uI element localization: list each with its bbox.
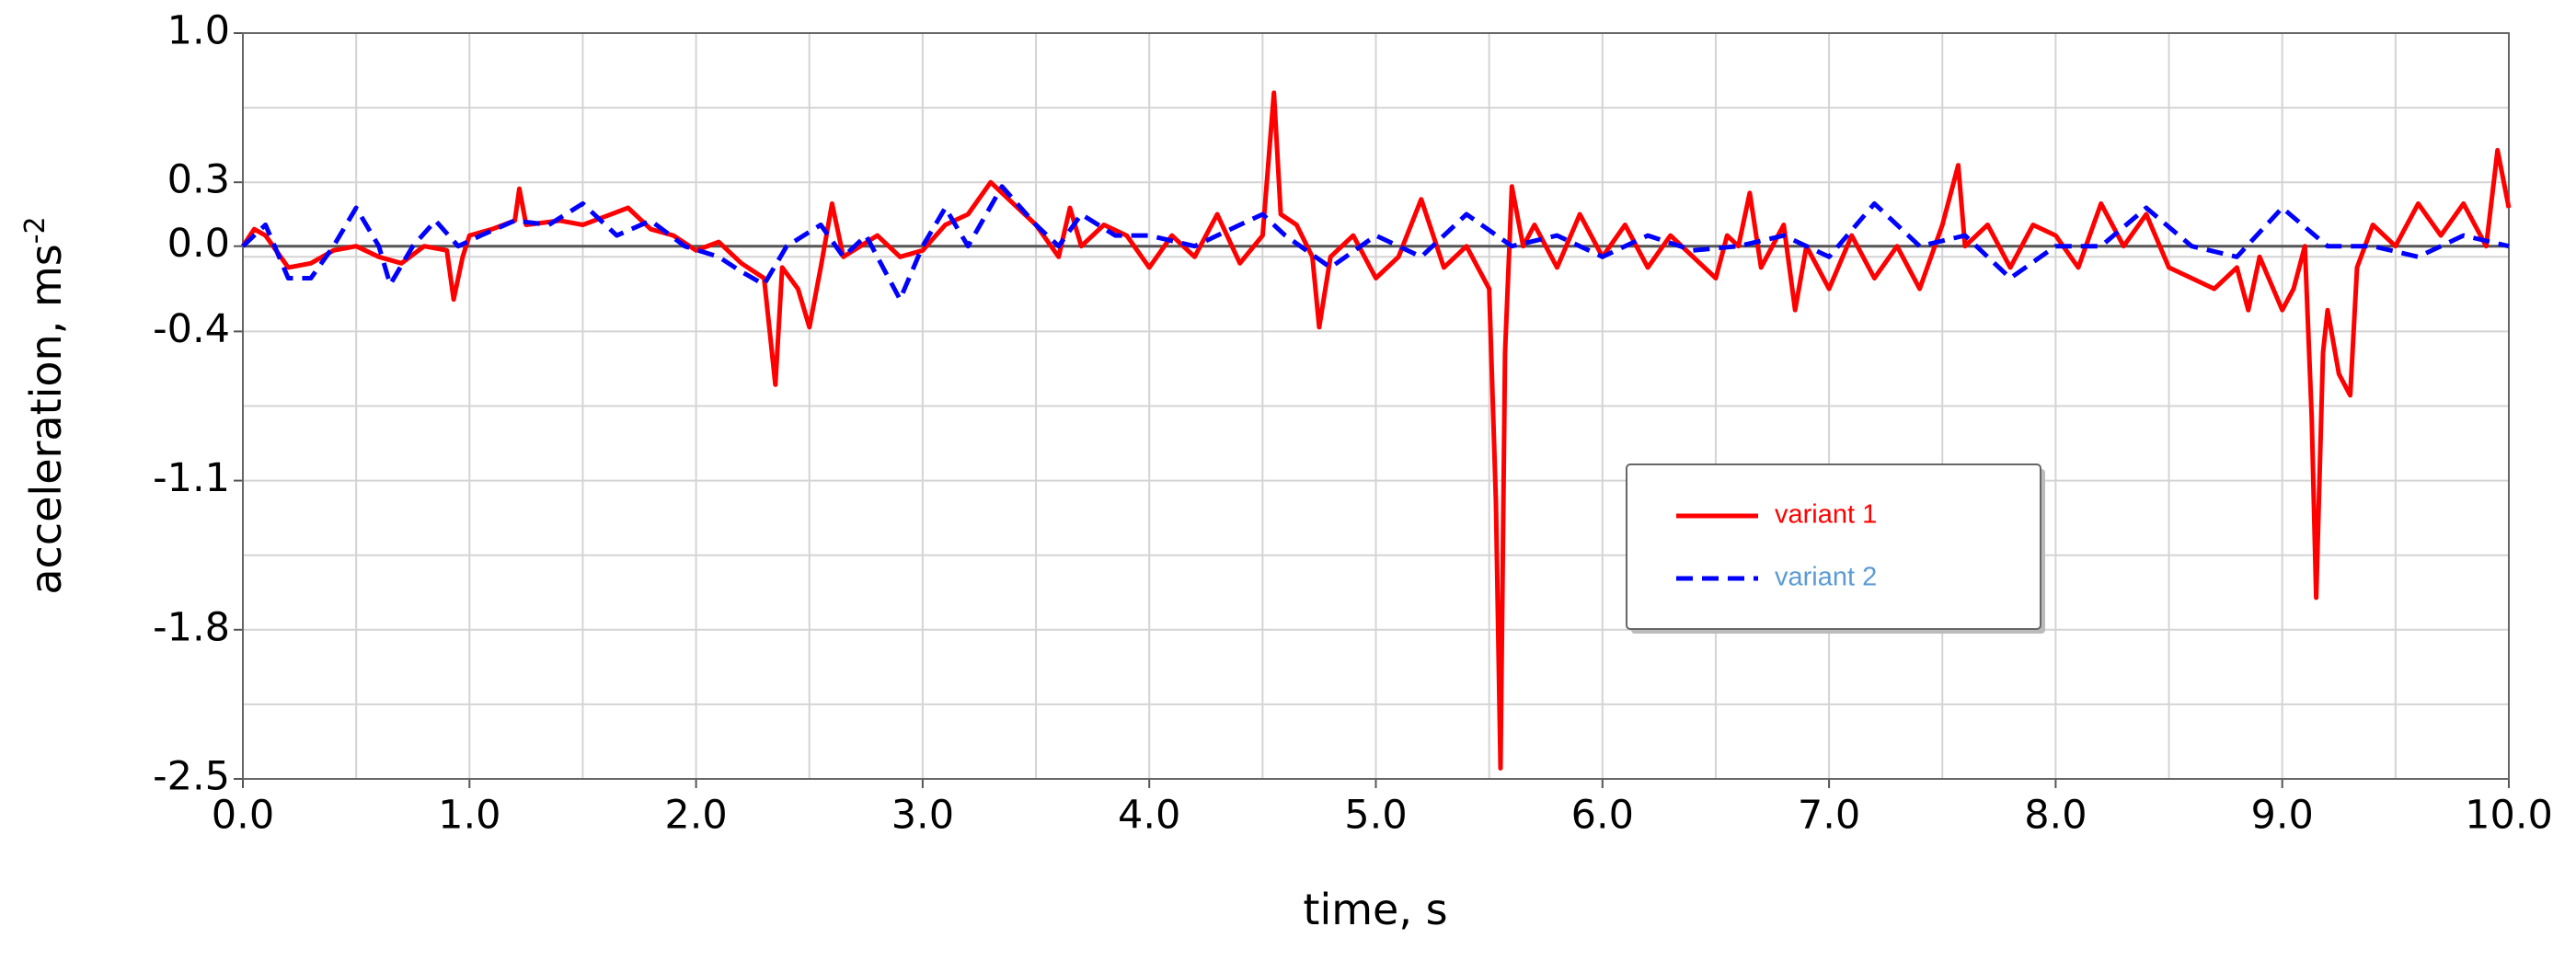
x-tick-label: 2.0 xyxy=(664,793,727,839)
legend-label: variant 1 xyxy=(1775,500,1877,530)
legend-box xyxy=(1626,463,2041,630)
y-tick-label: 0.0 xyxy=(167,221,230,267)
y-axis-title-main: acceleration, ms xyxy=(21,244,71,594)
x-tick-label: 3.0 xyxy=(891,793,954,839)
x-tick-label: 0.0 xyxy=(212,793,274,839)
x-tick-label: 8.0 xyxy=(2024,793,2087,839)
series-line xyxy=(241,184,2510,303)
y-tick-label: 0.3 xyxy=(167,157,230,203)
y-tick-label: -1.1 xyxy=(153,455,230,501)
y-axis-title: acceleration, ms-2 xyxy=(19,216,71,594)
legend-label: variant 2 xyxy=(1775,563,1877,592)
y-tick-label: 1.0 xyxy=(167,8,230,54)
x-tick-label: 1.0 xyxy=(438,793,500,839)
x-axis-title: time, s xyxy=(1303,885,1447,934)
y-tick-label: -1.8 xyxy=(153,604,230,650)
y-tick-label: -2.5 xyxy=(153,754,230,800)
legend: variant 1 variant 2 xyxy=(1626,463,2045,634)
series-line xyxy=(240,90,2512,771)
x-tick-label: 7.0 xyxy=(1798,793,1860,839)
x-tick-label: 6.0 xyxy=(1571,793,1634,839)
y-tick-label: -0.4 xyxy=(153,306,230,352)
x-tick-label: 10.0 xyxy=(2465,793,2553,839)
y-axis-title-sup: -2 xyxy=(19,216,52,244)
x-tick-label: 4.0 xyxy=(1118,793,1180,839)
plot-border xyxy=(242,32,2510,780)
x-tick-label: 5.0 xyxy=(1344,793,1407,839)
x-tick-label: 9.0 xyxy=(2251,793,2314,839)
